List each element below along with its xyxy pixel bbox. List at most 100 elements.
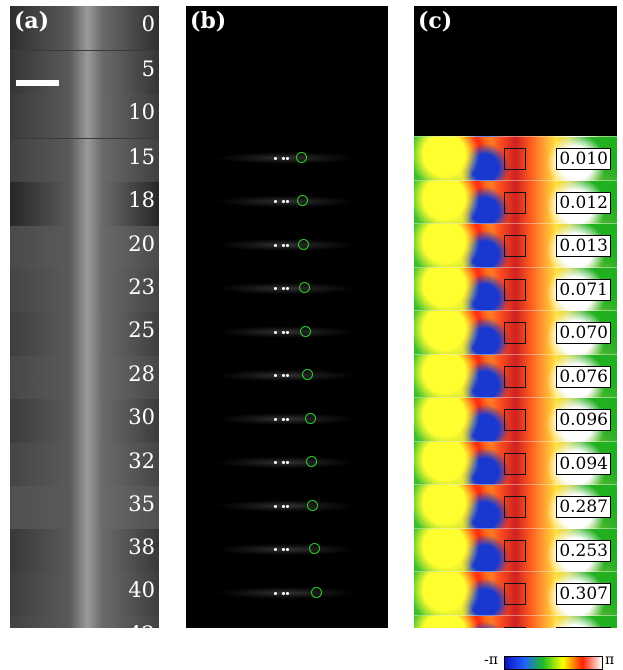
strain-value-label: 0.307 <box>556 583 611 605</box>
frame-number-label: 23 <box>128 275 155 299</box>
image-frame <box>10 6 159 50</box>
fft-spot <box>282 330 285 334</box>
fft-spot <box>282 374 285 378</box>
phase-colorbar <box>504 656 603 670</box>
fft-spot <box>274 200 277 204</box>
image-frame <box>10 94 159 138</box>
frame-number-label: 18 <box>128 188 155 212</box>
fft-spot <box>286 243 289 247</box>
fft-spot <box>282 548 285 552</box>
fft-spot <box>282 504 285 508</box>
fft-spot <box>282 200 285 204</box>
colorbar-max-label: π <box>605 652 615 668</box>
fft-ring-marker <box>297 195 308 207</box>
frame-number-label: 20 <box>128 232 155 256</box>
fft-spot <box>274 591 277 595</box>
strain-value-label: 0.013 <box>556 235 611 257</box>
roi-box <box>504 452 526 475</box>
strain-value-label: 0.253 <box>556 539 611 562</box>
roi-box <box>504 148 526 170</box>
roi-box <box>504 235 526 257</box>
fft-spot <box>274 243 277 247</box>
scale-bar <box>16 80 59 86</box>
fft-spot <box>286 504 289 508</box>
colorbar-min-label: -π <box>484 652 498 668</box>
fft-spot <box>282 417 285 421</box>
fft-spot <box>282 591 285 595</box>
frame-number-label: 0 <box>141 12 155 36</box>
image-frame <box>10 572 159 616</box>
fft-spot <box>286 200 289 204</box>
strain-value-label: 0.070 <box>556 322 611 344</box>
fft-spot <box>286 591 289 595</box>
fft-ring-marker <box>306 456 317 468</box>
image-frame <box>10 312 159 356</box>
frame-number-label: 40 <box>128 578 155 602</box>
fft-spot <box>286 548 289 552</box>
frame-number-label: 38 <box>128 535 155 559</box>
strain-value-label: 0.071 <box>556 278 611 301</box>
roi-box <box>504 539 526 562</box>
frame-number-label: 25 <box>128 318 155 342</box>
fft-spot <box>274 374 277 378</box>
roi-box <box>504 409 526 431</box>
fft-spot <box>282 156 285 160</box>
strain-value-label: 0.010 <box>556 148 611 170</box>
image-frame <box>10 269 159 313</box>
fft-ring-marker <box>305 412 316 424</box>
fft-spot <box>286 461 289 465</box>
image-frame <box>10 182 159 226</box>
image-frame <box>10 399 159 443</box>
image-series-panel: (a) 0 5 10 15 18 20 23 25 28 30 32 35 38 40 42 <box>10 6 159 628</box>
fft-ring-marker <box>302 369 313 381</box>
strain-value-label: 0.493 <box>556 626 611 628</box>
roi-box <box>504 322 526 344</box>
frame-number-label: 5 <box>141 57 155 81</box>
fft-spot <box>286 330 289 334</box>
fft-spot <box>274 287 277 291</box>
fft-ring-marker <box>300 325 311 337</box>
frame-number-label: 30 <box>128 405 155 429</box>
fft-frame <box>186 614 388 628</box>
frame-number-label: 28 <box>128 362 155 386</box>
frame-number-label: 32 <box>128 449 155 473</box>
phase-map-frame <box>414 440 617 485</box>
fft-spot <box>274 417 277 421</box>
fft-ring-marker <box>311 586 322 598</box>
fft-spot <box>286 156 289 160</box>
fft-spot <box>282 287 285 291</box>
roi-box <box>504 496 526 518</box>
fft-spot <box>286 287 289 291</box>
phase-map-frame <box>414 397 617 442</box>
image-frame <box>10 139 159 183</box>
roi-box <box>504 278 526 301</box>
image-frame <box>10 443 159 487</box>
panel-b-label: (b) <box>190 8 227 34</box>
frame-number-label: 42 <box>128 622 155 628</box>
fft-spot <box>282 243 285 247</box>
image-frame <box>10 226 159 270</box>
roi-box <box>504 191 526 214</box>
fft-spot <box>282 461 285 465</box>
fft-ring-marker <box>307 499 318 511</box>
roi-box <box>504 626 526 628</box>
fft-series-panel: (b) <box>186 6 388 628</box>
image-frame <box>10 616 159 628</box>
fft-ring-marker <box>299 282 310 294</box>
frame-number-label: 15 <box>128 145 155 169</box>
fft-spot <box>286 417 289 421</box>
image-frame <box>10 486 159 530</box>
fft-ring-marker <box>309 543 320 555</box>
strain-value-label: 0.096 <box>556 409 611 431</box>
image-frame <box>10 529 159 573</box>
panel-a-label: (a) <box>14 8 50 34</box>
fft-spot <box>286 374 289 378</box>
roi-box <box>504 365 526 388</box>
fft-ring-marker <box>298 238 309 250</box>
phase-map-panel: (c) 0.010 0.012 0.013 0.071 0.070 0.076 0.096 0… <box>414 6 617 628</box>
strain-value-label: 0.076 <box>556 365 611 388</box>
strain-value-label: 0.094 <box>556 452 611 475</box>
image-frame <box>10 356 159 400</box>
roi-box <box>504 583 526 605</box>
image-frame <box>10 51 159 95</box>
